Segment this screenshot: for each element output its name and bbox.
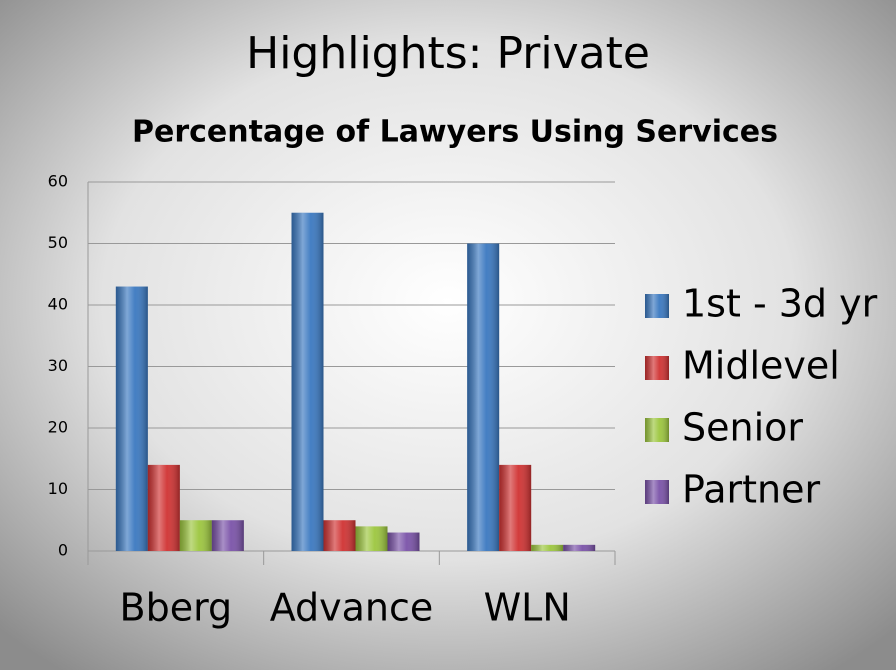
legend-swatch-shine: [645, 418, 669, 442]
y-tick-label: 30: [48, 356, 68, 375]
x-tick-label: Advance: [270, 586, 434, 630]
bar-shine: [323, 520, 356, 551]
slide-title: Highlights: Private: [246, 28, 650, 79]
y-tick-label: 40: [48, 295, 68, 314]
bar-shine: [387, 532, 420, 551]
y-tick-label: 60: [48, 172, 68, 191]
bar-shine: [355, 526, 388, 551]
legend-label: 1st - 3d yr: [682, 282, 878, 326]
legend-swatch-shine: [645, 356, 669, 380]
bar-shine: [531, 544, 564, 551]
legend-swatch-shine: [645, 294, 669, 318]
bar-shine: [179, 520, 212, 551]
y-tick-label: 50: [48, 233, 68, 252]
legend-label: Midlevel: [682, 344, 840, 388]
y-tick-label: 10: [48, 479, 68, 498]
legend-label: Senior: [682, 406, 803, 450]
y-tick-label: 0: [58, 541, 68, 560]
x-tick-label: Bberg: [120, 586, 233, 630]
chart-title: Percentage of Lawyers Using Services: [132, 115, 778, 150]
bar-shine: [291, 212, 324, 551]
y-tick-label: 20: [48, 418, 68, 437]
legend-swatch-shine: [645, 480, 669, 504]
bar-shine: [563, 544, 596, 551]
bar-shine: [499, 464, 532, 551]
legend-label: Partner: [682, 468, 820, 512]
bar-shine: [115, 286, 148, 551]
bar-shine: [147, 464, 180, 551]
bar-shine: [211, 520, 244, 551]
x-tick-label: WLN: [484, 586, 571, 630]
bar-shine: [467, 243, 500, 551]
